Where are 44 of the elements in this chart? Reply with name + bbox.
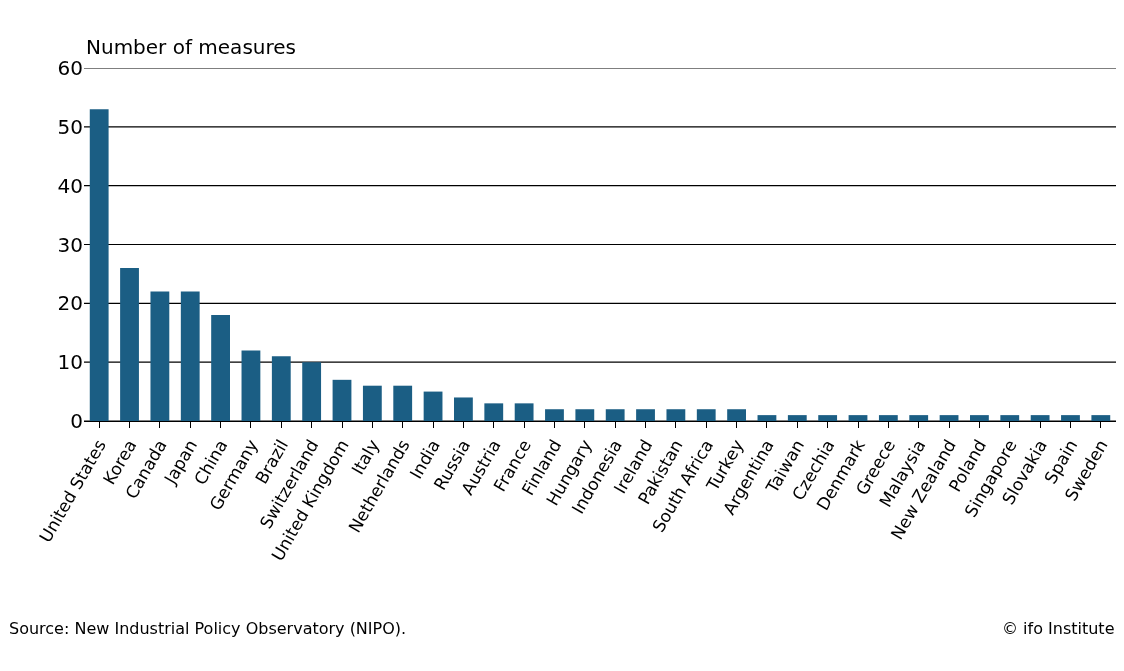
bar bbox=[1030, 415, 1050, 421]
text: © ifo Institute bbox=[1002, 619, 1115, 638]
bar bbox=[150, 291, 170, 421]
source-note: Source: New Industrial Policy Observatory (NIPO). bbox=[9, 619, 407, 638]
bar bbox=[545, 409, 564, 421]
bar bbox=[89, 109, 109, 421]
bar bbox=[970, 415, 989, 421]
bar bbox=[848, 415, 868, 421]
y-tick-label: 20 bbox=[57, 291, 83, 316]
bar bbox=[393, 385, 413, 421]
bar bbox=[241, 350, 261, 421]
bar bbox=[1000, 415, 1020, 421]
bar bbox=[757, 415, 777, 421]
bar bbox=[423, 391, 443, 421]
y-tick-label: 40 bbox=[57, 173, 83, 198]
bar bbox=[605, 409, 625, 421]
bar bbox=[696, 409, 716, 421]
y-tick-label: 60 bbox=[57, 56, 83, 80]
bar bbox=[484, 403, 504, 421]
bar bbox=[727, 409, 746, 421]
bar bbox=[787, 415, 807, 421]
bar bbox=[332, 379, 352, 421]
y-tick-label: 10 bbox=[57, 350, 83, 375]
bar bbox=[666, 409, 686, 421]
bar bbox=[271, 356, 291, 421]
y-tick-label: 0 bbox=[70, 409, 83, 433]
bar bbox=[302, 362, 322, 421]
y-axis-title: Number of measures bbox=[86, 35, 296, 59]
bar bbox=[180, 291, 200, 421]
bar bbox=[1091, 415, 1111, 421]
bar bbox=[878, 415, 898, 421]
bar bbox=[120, 268, 139, 421]
bar bbox=[939, 415, 959, 421]
y-tick-label: 30 bbox=[57, 232, 83, 257]
y-tick-label: 50 bbox=[57, 114, 83, 139]
bar bbox=[211, 315, 230, 421]
bar bbox=[454, 397, 473, 421]
bar bbox=[818, 415, 838, 421]
bar bbox=[575, 409, 595, 421]
bar bbox=[362, 385, 382, 421]
bar bbox=[909, 415, 929, 421]
bar bbox=[1061, 415, 1080, 421]
bar bbox=[636, 409, 655, 421]
bar bbox=[514, 403, 534, 421]
